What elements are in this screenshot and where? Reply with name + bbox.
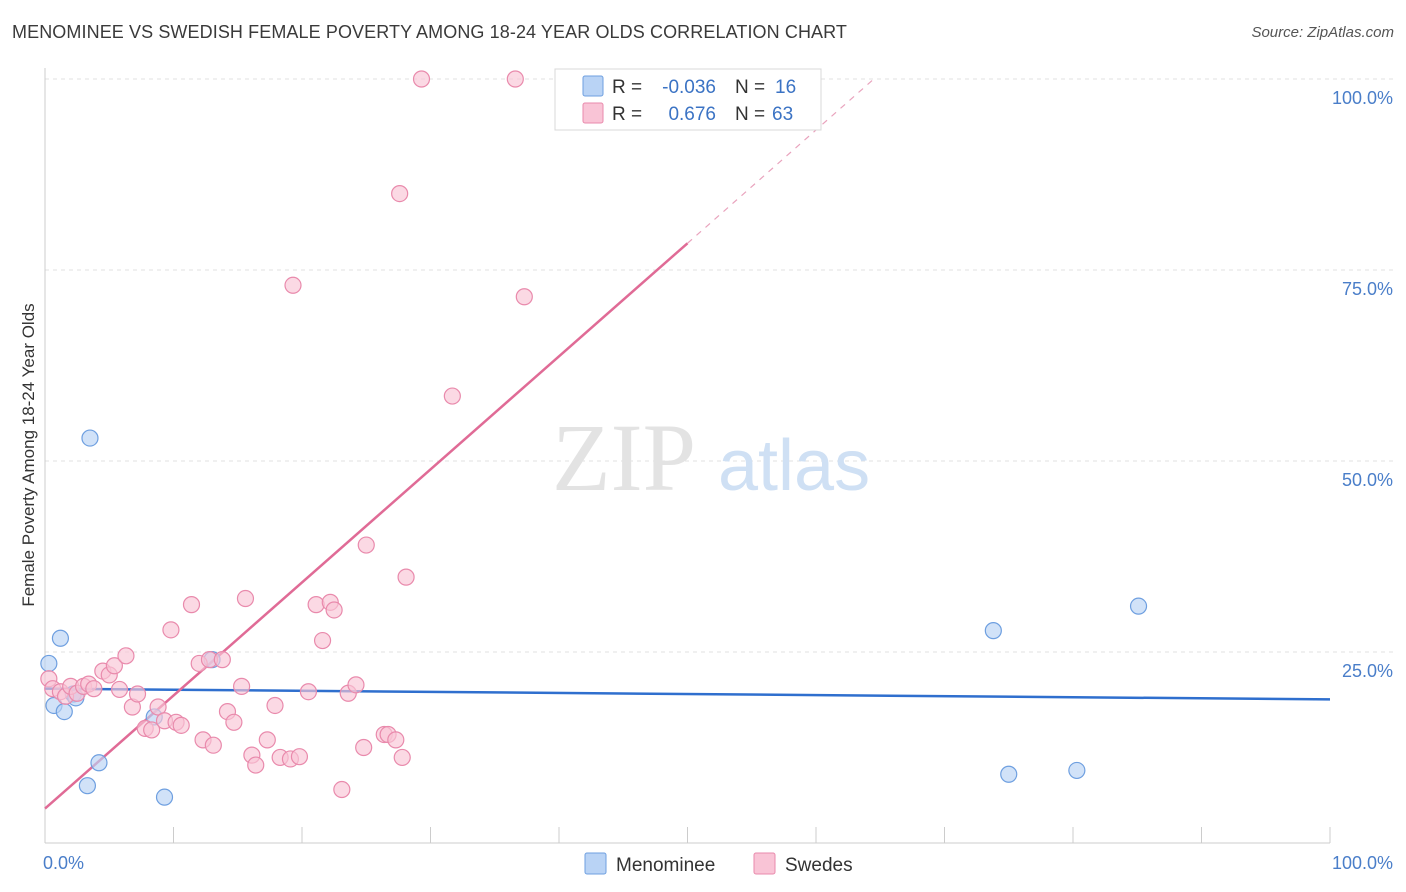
menominee-point [1000,765,1018,783]
swedes-point [117,647,135,665]
bottom-legend-label-menominee: Menominee [616,855,715,876]
swedes-point [299,683,318,701]
watermark-zip: ZIP [552,404,696,511]
x-tick-label: 100.0% [1332,853,1393,873]
legend-n-value-swedes: 63 [772,104,793,125]
y-tick-label: 100.0% [1332,88,1393,108]
swedes-point [357,536,375,554]
swedes-point [236,589,255,608]
swedes-point [393,748,411,767]
swedes-point [143,721,161,739]
watermark-atlas: atlas [718,426,870,506]
menominee-trend-line [44,687,1331,701]
swedes-point [85,680,103,698]
legend-n-label: N = [735,77,765,98]
swedes-point [391,185,409,203]
grid-lines [45,78,1394,653]
y-tick-label: 75.0% [1342,279,1393,299]
legend-n-value-menominee: 16 [775,77,796,98]
swedes-point [149,698,167,716]
swedes-point [258,731,276,749]
swedes-point [506,70,524,88]
y-axis-label: Female Poverty Among 18-24 Year Olds [19,303,38,606]
swedes-point [443,387,461,405]
y-tick-label: 50.0% [1342,470,1393,490]
swedes-point [284,276,302,294]
swedes-point [247,756,265,774]
swedes-point [412,70,431,88]
menominee-point [155,788,174,806]
swedes-point [266,696,284,715]
x-tick-label: 0.0% [43,853,84,873]
bottom-legend-swatch-menominee [584,852,607,875]
swedes-trend-extension [687,78,875,244]
legend-swatch-swedes [582,102,604,124]
legend-r-label: R = [612,104,642,125]
swedes-point [333,780,351,799]
legend-swatch-menominee [582,75,604,97]
swedes-point [128,685,147,703]
menominee-point [81,429,99,447]
swedes-point [355,738,373,757]
swedes-point [172,716,190,734]
swedes-point [387,731,405,749]
legend-n-label: N = [735,104,765,125]
swedes-point [233,677,251,695]
data-points [40,70,1148,806]
bottom-legend-swatch-swedes [753,852,776,875]
menominee-point [78,777,97,795]
tick-labels: 25.0% 50.0% 75.0% 100.0% 0.0% 100.0% [43,88,1393,873]
swedes-point [162,621,180,639]
swedes-point [105,657,123,675]
swedes-point [204,736,222,754]
legend-box: R = -0.036 N = 16 R = 0.676 N = 63 [554,68,822,131]
menominee-point [40,654,58,673]
swedes-point [347,676,365,694]
menominee-point [1068,761,1086,780]
menominee-point [984,622,1002,640]
bottom-legend: Menominee Swedes [584,852,853,876]
source-label: Source: ZipAtlas.com [1251,24,1394,41]
chart-title: MENOMINEE VS SWEDISH FEMALE POVERTY AMON… [12,22,848,42]
swedes-point [213,651,231,669]
y-tick-label: 25.0% [1342,661,1393,681]
swedes-point [313,631,332,650]
swedes-point [110,680,129,699]
menominee-point [90,754,108,772]
menominee-point [51,629,70,647]
legend-r-value-menominee: -0.036 [662,77,716,98]
axes [44,68,1331,844]
swedes-point [397,568,415,586]
legend-r-value-swedes: 0.676 [668,104,716,125]
swedes-point [225,713,243,731]
swedes-point [290,748,309,766]
swedes-point [515,288,533,306]
swedes-point [307,596,325,614]
swedes-point [325,601,343,619]
swedes-point [182,596,201,614]
legend-r-label: R = [612,77,642,98]
menominee-point [55,702,73,721]
menominee-point [1129,597,1148,615]
watermark: ZIP atlas [552,404,870,511]
bottom-legend-label-swedes: Swedes [785,855,853,876]
